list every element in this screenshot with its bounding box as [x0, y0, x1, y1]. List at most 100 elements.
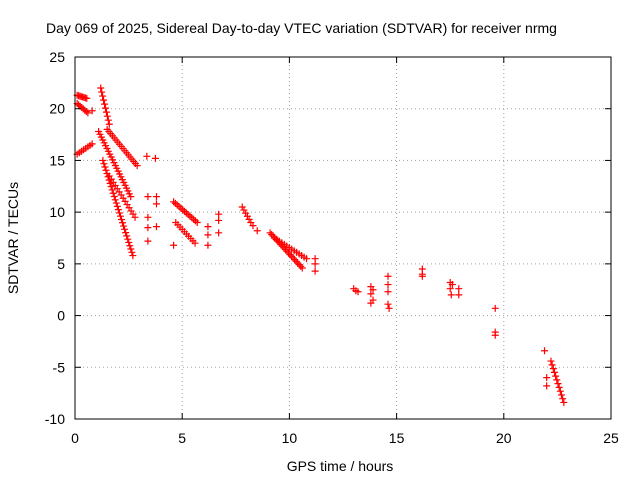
- data-point: [144, 224, 152, 232]
- data-point: [120, 222, 128, 230]
- data-point: [104, 116, 112, 124]
- data-point: [122, 229, 130, 237]
- data-point: [101, 163, 109, 171]
- data-point: [175, 203, 183, 211]
- data-point: [297, 262, 305, 270]
- data-point: [548, 361, 556, 369]
- data-point: [152, 223, 160, 231]
- data-point: [118, 215, 126, 223]
- data-point: [128, 248, 136, 256]
- data-point: [101, 100, 109, 108]
- data-point: [288, 252, 296, 260]
- data-point: [186, 212, 194, 220]
- data-point: [266, 229, 274, 237]
- data-point: [177, 204, 185, 212]
- data-point: [115, 209, 123, 217]
- data-point: [269, 232, 277, 240]
- data-point: [82, 108, 90, 116]
- data-point: [127, 245, 135, 253]
- data-point: [550, 368, 558, 376]
- data-point: [455, 285, 463, 293]
- data-point: [191, 217, 199, 225]
- data-point: [191, 239, 199, 247]
- data-point: [83, 94, 91, 102]
- data-point: [491, 331, 499, 339]
- data-point: [446, 285, 454, 293]
- data-point: [291, 256, 299, 264]
- data-point: [294, 259, 302, 267]
- data-point: [284, 249, 292, 257]
- data-point: [491, 304, 499, 312]
- data-point: [367, 290, 375, 298]
- data-point: [126, 242, 134, 250]
- data-point: [552, 372, 560, 380]
- y-axis-label: SDTVAR / TECUs: [5, 182, 21, 294]
- data-point: [127, 193, 135, 201]
- data-point: [102, 166, 110, 174]
- data-point: [100, 96, 108, 104]
- data-point: [114, 206, 122, 214]
- data-point: [179, 206, 187, 214]
- data-point: [204, 231, 212, 239]
- data-point: [98, 88, 106, 96]
- data-point: [295, 261, 303, 269]
- y-tick-label: 10: [49, 204, 65, 220]
- y-tick-label: 20: [49, 101, 65, 117]
- data-point: [298, 264, 306, 272]
- data-point: [110, 193, 118, 201]
- data-point: [188, 214, 196, 222]
- y-tick-label: 15: [49, 152, 65, 168]
- y-tick-label: 0: [57, 308, 65, 324]
- data-point: [144, 213, 152, 221]
- data-point: [311, 267, 319, 275]
- data-point: [173, 201, 181, 209]
- data-point: [549, 365, 557, 373]
- data-point: [555, 383, 563, 391]
- data-point: [559, 395, 567, 403]
- data-point: [190, 215, 198, 223]
- data-point: [107, 183, 115, 191]
- data-point: [97, 84, 105, 92]
- data-point: [151, 154, 159, 162]
- data-point: [249, 222, 257, 230]
- data-point: [418, 272, 426, 280]
- data-point: [100, 160, 108, 168]
- data-point: [448, 281, 456, 289]
- data-point: [447, 291, 455, 299]
- x-tick-label: 10: [282, 430, 298, 446]
- y-tick-label: -10: [45, 411, 65, 427]
- data-point: [384, 288, 392, 296]
- data-point: [557, 391, 565, 399]
- data-point: [129, 252, 137, 260]
- x-tick-label: 5: [178, 430, 186, 446]
- data-point: [385, 304, 393, 312]
- data-point: [84, 109, 92, 117]
- data-point: [108, 186, 116, 194]
- data-point: [143, 152, 151, 160]
- x-tick-label: 0: [71, 430, 79, 446]
- data-point: [281, 246, 289, 254]
- data-point: [554, 380, 562, 388]
- data-point: [133, 162, 141, 170]
- data-point: [144, 237, 152, 245]
- data-point: [292, 257, 300, 265]
- x-axis-label: GPS time / hours: [287, 458, 394, 474]
- data-point: [245, 215, 253, 223]
- data-point: [253, 227, 261, 235]
- data-point: [103, 112, 111, 120]
- data-point: [101, 104, 109, 112]
- data-point: [243, 212, 251, 220]
- data-point: [88, 107, 96, 115]
- data-point: [106, 179, 114, 187]
- data-point: [102, 108, 110, 116]
- data-point: [455, 291, 463, 299]
- data-point: [384, 281, 392, 289]
- data-point: [286, 251, 294, 259]
- data-point: [303, 255, 311, 263]
- data-point: [123, 232, 131, 240]
- data-point: [240, 206, 248, 214]
- data-point: [88, 140, 96, 148]
- data-point: [543, 374, 551, 382]
- data-point: [121, 225, 129, 233]
- data-point: [105, 120, 113, 128]
